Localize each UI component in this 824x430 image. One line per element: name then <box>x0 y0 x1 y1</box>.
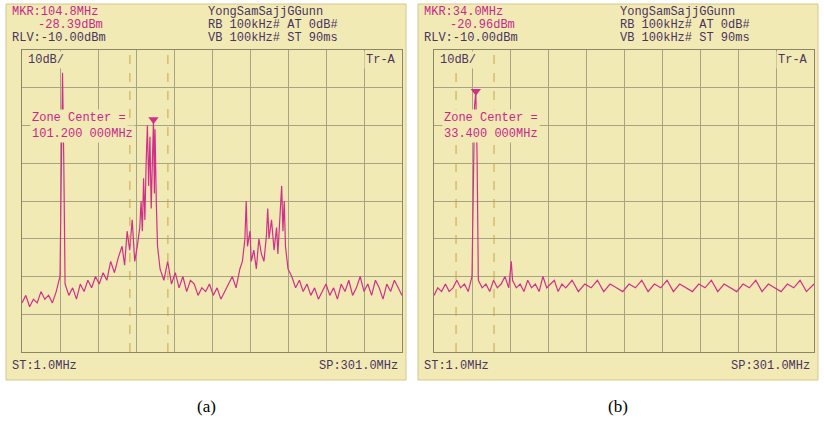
svg-text:MKR:34.0MHz: MKR:34.0MHz <box>424 5 503 19</box>
svg-text:Tr-A: Tr-A <box>778 53 808 67</box>
svg-text:RLV:-10.00dBm: RLV:-10.00dBm <box>424 31 518 45</box>
svg-text:-20.96dBm: -20.96dBm <box>450 18 515 32</box>
svg-text:(b): (b) <box>608 397 628 416</box>
svg-text:ST:1.0MHz: ST:1.0MHz <box>12 359 77 373</box>
svg-text:(a): (a) <box>197 397 216 416</box>
svg-text:RLV:-10.00dBm: RLV:-10.00dBm <box>12 31 106 45</box>
svg-text:YongSamSajjGGunn: YongSamSajjGGunn <box>620 5 735 19</box>
svg-text:RB 100kHz# AT 0dB#: RB 100kHz# AT 0dB# <box>620 18 750 32</box>
svg-text:Tr-A: Tr-A <box>366 53 396 67</box>
svg-text:SP:301.0MHz: SP:301.0MHz <box>731 359 810 373</box>
svg-text:RB 100kHz# AT 0dB#: RB 100kHz# AT 0dB# <box>208 18 338 32</box>
svg-text:33.400 000MHz: 33.400 000MHz <box>444 127 538 141</box>
svg-text:101.200 000MHz: 101.200 000MHz <box>32 127 133 141</box>
svg-text:MKR:104.8MHz: MKR:104.8MHz <box>12 5 98 19</box>
svg-text:10dB/: 10dB/ <box>440 53 476 67</box>
svg-text:Zone Center =: Zone Center = <box>444 111 538 125</box>
svg-text:Zone Center =: Zone Center = <box>32 111 126 125</box>
svg-text:VB 100kHz# ST 90ms: VB 100kHz# ST 90ms <box>208 31 338 45</box>
svg-text:-28.39dBm: -28.39dBm <box>38 18 103 32</box>
svg-text:ST:1.0MHz: ST:1.0MHz <box>424 359 489 373</box>
svg-text:SP:301.0MHz: SP:301.0MHz <box>319 359 398 373</box>
svg-text:YongSamSajjGGunn: YongSamSajjGGunn <box>208 5 323 19</box>
svg-text:10dB/: 10dB/ <box>28 53 64 67</box>
svg-text:VB 100kHz# ST 90ms: VB 100kHz# ST 90ms <box>620 31 750 45</box>
